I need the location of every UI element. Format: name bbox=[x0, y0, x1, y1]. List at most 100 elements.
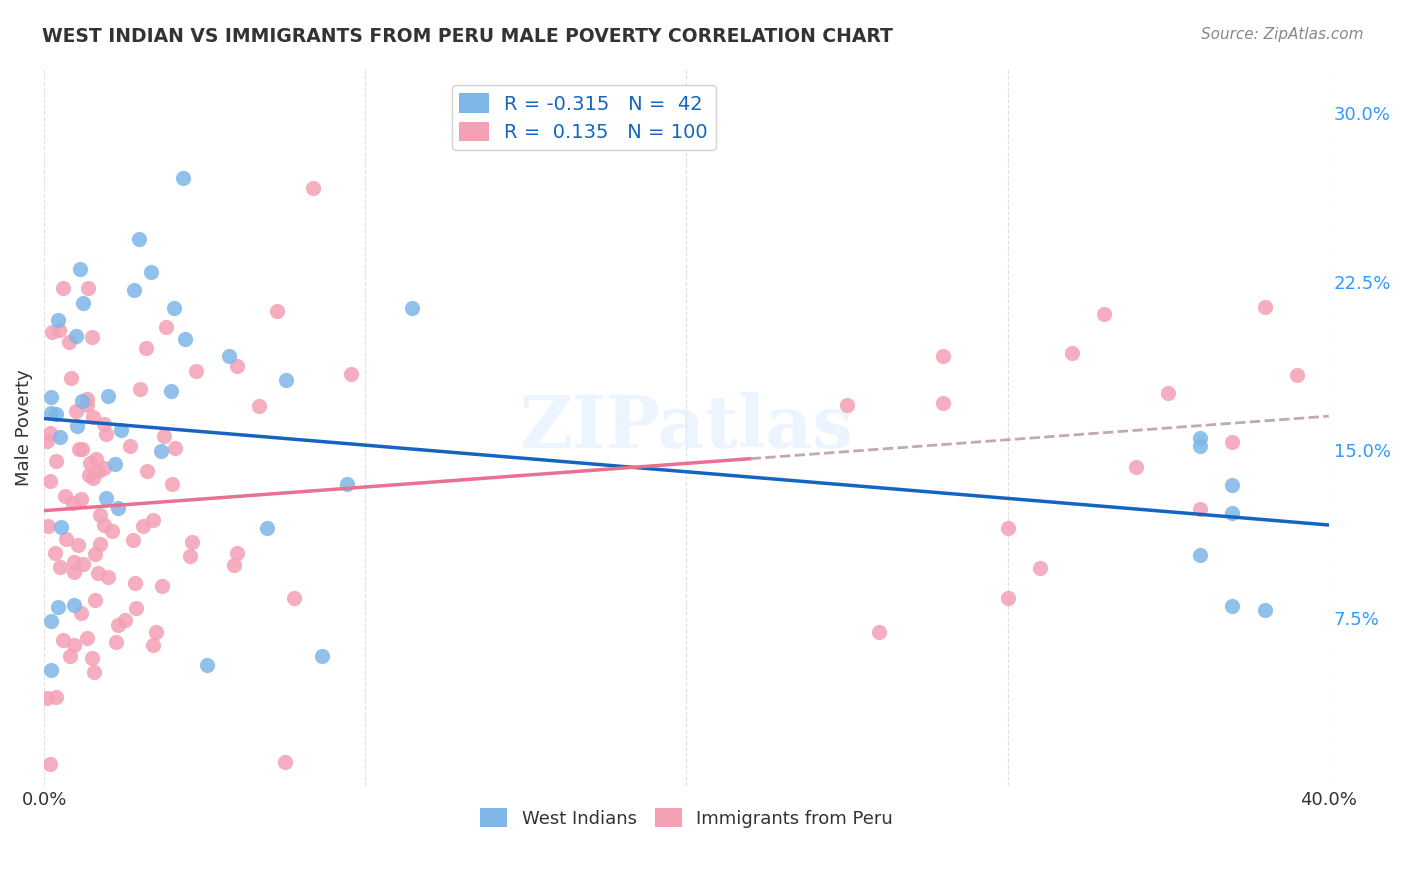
Point bbox=[59, 649, 82, 664]
Point bbox=[96, 426, 118, 441]
Point bbox=[122, 533, 145, 547]
Point bbox=[60, 371, 83, 385]
Point bbox=[172, 170, 194, 185]
Point bbox=[401, 301, 423, 315]
Point bbox=[49, 430, 72, 444]
Text: ZIPatlas: ZIPatlas bbox=[519, 392, 853, 463]
Point bbox=[41, 325, 63, 339]
Point bbox=[63, 556, 86, 570]
Point bbox=[45, 690, 67, 705]
Legend: West Indians, Immigrants from Peru: West Indians, Immigrants from Peru bbox=[472, 801, 900, 835]
Point bbox=[153, 429, 176, 443]
Point bbox=[39, 614, 62, 628]
Point bbox=[145, 624, 167, 639]
Point bbox=[45, 454, 67, 468]
Point bbox=[37, 690, 59, 705]
Point bbox=[93, 461, 115, 475]
Point bbox=[1125, 460, 1147, 475]
Point bbox=[94, 491, 117, 505]
Point bbox=[67, 442, 90, 456]
Point bbox=[70, 606, 93, 620]
Point bbox=[38, 475, 60, 489]
Point bbox=[83, 547, 105, 561]
Point bbox=[181, 535, 204, 549]
Point bbox=[160, 384, 183, 398]
Point bbox=[274, 373, 297, 387]
Point bbox=[835, 398, 858, 412]
Point bbox=[274, 756, 297, 770]
Point bbox=[1222, 434, 1244, 449]
Point bbox=[37, 519, 59, 533]
Point bbox=[65, 329, 87, 343]
Point bbox=[311, 649, 333, 664]
Text: WEST INDIAN VS IMMIGRANTS FROM PERU MALE POVERTY CORRELATION CHART: WEST INDIAN VS IMMIGRANTS FROM PERU MALE… bbox=[42, 27, 893, 45]
Point bbox=[107, 618, 129, 632]
Point bbox=[62, 565, 84, 579]
Point bbox=[82, 470, 104, 484]
Point bbox=[155, 320, 177, 334]
Point bbox=[141, 265, 163, 279]
Point bbox=[225, 359, 247, 374]
Point bbox=[52, 281, 75, 295]
Point bbox=[150, 579, 173, 593]
Point bbox=[76, 392, 98, 406]
Point bbox=[1253, 300, 1275, 314]
Point bbox=[66, 419, 89, 434]
Point bbox=[66, 538, 89, 552]
Point bbox=[1189, 431, 1212, 445]
Point bbox=[55, 533, 77, 547]
Point bbox=[1222, 599, 1244, 613]
Point bbox=[1189, 502, 1212, 516]
Point bbox=[46, 599, 69, 614]
Point bbox=[101, 524, 124, 538]
Point bbox=[49, 560, 72, 574]
Point bbox=[247, 399, 270, 413]
Point bbox=[93, 518, 115, 533]
Point bbox=[53, 489, 76, 503]
Point bbox=[224, 558, 246, 572]
Point bbox=[997, 521, 1019, 535]
Point bbox=[142, 638, 165, 652]
Point bbox=[62, 599, 84, 613]
Point bbox=[51, 632, 73, 647]
Point bbox=[1253, 603, 1275, 617]
Point bbox=[1157, 386, 1180, 401]
Point bbox=[39, 663, 62, 677]
Point bbox=[58, 335, 80, 350]
Y-axis label: Male Poverty: Male Poverty bbox=[15, 369, 32, 486]
Point bbox=[76, 398, 98, 412]
Text: Source: ZipAtlas.com: Source: ZipAtlas.com bbox=[1201, 27, 1364, 42]
Point bbox=[266, 304, 288, 318]
Point bbox=[48, 323, 70, 337]
Point bbox=[39, 757, 62, 772]
Point bbox=[110, 423, 132, 437]
Point bbox=[70, 442, 93, 456]
Point bbox=[283, 591, 305, 606]
Point bbox=[89, 508, 111, 522]
Point bbox=[218, 350, 240, 364]
Point bbox=[84, 593, 107, 607]
Point bbox=[997, 591, 1019, 605]
Point bbox=[124, 576, 146, 591]
Point bbox=[114, 613, 136, 627]
Point bbox=[1189, 439, 1212, 453]
Point bbox=[104, 457, 127, 471]
Point bbox=[179, 549, 201, 563]
Point bbox=[82, 650, 104, 665]
Point bbox=[1092, 307, 1115, 321]
Point bbox=[39, 390, 62, 404]
Point bbox=[136, 464, 159, 478]
Point bbox=[339, 367, 361, 381]
Point bbox=[135, 341, 157, 355]
Point bbox=[65, 404, 87, 418]
Point bbox=[128, 232, 150, 246]
Point bbox=[1189, 548, 1212, 562]
Point bbox=[160, 476, 183, 491]
Point bbox=[1222, 506, 1244, 520]
Point bbox=[1028, 560, 1050, 574]
Point bbox=[868, 625, 890, 640]
Point bbox=[184, 363, 207, 377]
Point bbox=[163, 441, 186, 455]
Point bbox=[1285, 368, 1308, 382]
Point bbox=[37, 434, 59, 448]
